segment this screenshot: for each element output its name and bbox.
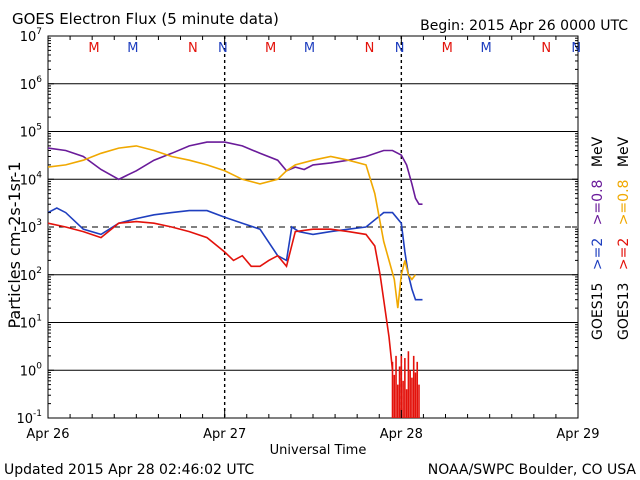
y-tick-label: 107 [20,27,42,45]
mn-marker-label: M [88,41,99,56]
y-tick-label: 104 [20,170,43,188]
y-tick-exponent: 2 [36,266,42,276]
mn-marker-label: M [481,41,492,56]
y-tick-base: 10 [20,78,37,93]
y-tick-base: 10 [20,364,37,379]
y-tick-base: 10 [20,269,37,284]
y-tick-label: 102 [20,266,42,284]
mn-marker-label: M [127,41,138,56]
y-tick-exponent: 4 [36,170,42,180]
series-line [47,220,394,371]
y-axis-label-text: Particles cm-2s-1sr-1 [5,161,24,328]
y-tick-exponent: 6 [36,75,42,85]
y-tick-label: 103 [20,218,42,236]
y-tick-exponent: 0 [36,361,42,371]
legend-goes13-ge2-label: >=2 [616,238,632,270]
y-tick-exponent: -1 [33,409,42,419]
y-tick-label: 105 [20,123,42,141]
source-credit: NOAA/SWPC Boulder, CO USA [428,462,637,478]
horizontal-gridlines [48,83,578,371]
legend-goes15-label: GOES15 [590,283,606,340]
y-tick-exponent: 3 [36,218,42,228]
y-tick-exponent: 5 [36,123,42,133]
y-tick-base: 10 [20,221,37,236]
legend-goes13-ge2: GOES13 >=2 >=0.8 MeV [616,136,632,340]
y-tick-label: 100 [20,361,43,379]
legend-mev-label-2: MeV [616,136,632,167]
y-tick-base: 10 [20,30,37,45]
series-line [47,145,417,309]
legend: GOES15 >=2 >=0.8 MeV GOES13 >=2 >=0.8 Me… [590,136,632,340]
legend-goes15-ge08-label: >=0.8 [590,180,606,226]
y-tick-label: 101 [20,314,42,332]
mn-marker-label: N [218,41,228,56]
mn-marker-label: M [442,41,453,56]
y-tick-exponent: 1 [36,314,42,324]
y-tick-base: 10 [20,173,37,188]
x-tick-label: Apr 29 [556,427,599,442]
mn-marker-label: N [395,41,405,56]
legend-goes15-ge2: GOES15 >=2 >=0.8 MeV [590,136,606,340]
mn-marker-label: N [365,41,375,56]
x-tick-label: Apr 28 [380,427,423,442]
legend-goes13-label: GOES13 [616,283,632,340]
mn-marker-label: N [571,41,581,56]
mn-marker-label: N [188,41,198,56]
y-tick-base: 10 [20,317,37,332]
y-tick-label: 106 [20,75,43,93]
series-lines [47,141,423,418]
chart-title: GOES Electron Flux (5 minute data) [12,10,279,28]
y-tick-exponent: 7 [36,27,42,37]
x-axis-label: Universal Time [270,443,367,458]
x-tick-label: Apr 26 [26,427,69,442]
mn-marker-label: M [304,41,315,56]
mn-marker-label: N [541,41,551,56]
mn-marker-label: M [265,41,276,56]
legend-goes15-ge2-label: >=2 [590,238,606,270]
legend-goes13-ge08-label: >=0.8 [616,180,632,226]
y-tick-base: 10 [20,126,37,141]
legend-mev-label-1: MeV [590,136,606,167]
begin-time: Begin: 2015 Apr 26 0000 UTC [420,18,628,34]
y-tick-base: 10 [16,412,33,427]
updated-timestamp: Updated 2015 Apr 28 02:46:02 UTC [4,462,254,478]
x-tick-label: Apr 27 [203,427,246,442]
y-axis-label: Particles cm-2s-1sr-1 [5,161,24,328]
y-tick-label: 10-1 [16,409,42,427]
